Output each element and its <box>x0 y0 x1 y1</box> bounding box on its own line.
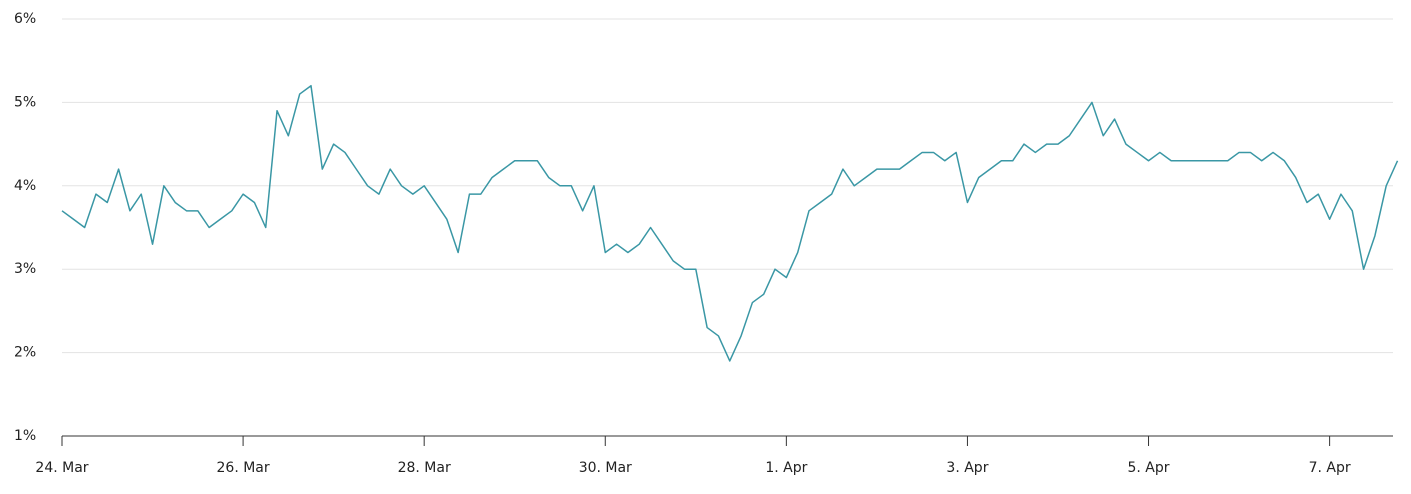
y-tick-label: 5% <box>14 94 36 110</box>
data-line <box>61 84 1399 362</box>
y-tick-label: 3% <box>14 261 36 277</box>
y-tick-label: 2% <box>14 345 36 361</box>
x-tick-label: 5. Apr <box>1128 460 1170 476</box>
x-tick-label: 3. Apr <box>946 460 988 476</box>
x-tick-label: 28. Mar <box>398 460 451 476</box>
x-tick-label: 7. Apr <box>1309 460 1351 476</box>
y-tick-label: 4% <box>14 178 36 194</box>
y-tick-label: 1% <box>14 428 36 444</box>
x-tick-label: 26. Mar <box>217 460 270 476</box>
y-tick-label: 6% <box>14 11 36 27</box>
x-tick-label: 30. Mar <box>579 460 632 476</box>
x-tick-label: 1. Apr <box>765 460 807 476</box>
x-tick-label: 24. Mar <box>35 460 88 476</box>
